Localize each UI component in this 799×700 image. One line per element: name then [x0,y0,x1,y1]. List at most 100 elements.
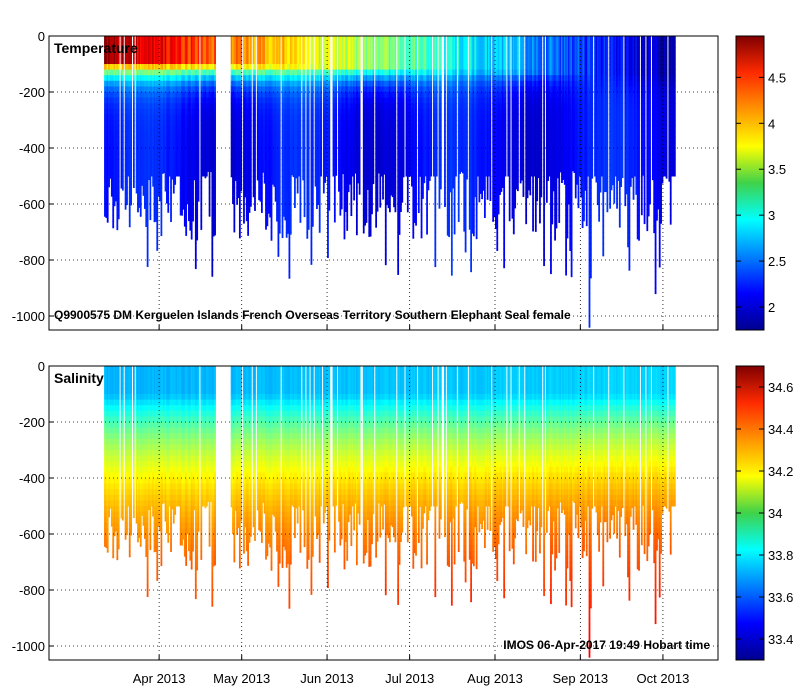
profile-cell [263,108,266,115]
profile-cell [167,58,170,65]
profile-cell [143,125,146,132]
profile-cell [234,164,237,171]
profile-cell [299,103,302,110]
profile-cell [157,164,160,171]
profile-cell [167,92,170,99]
profile-cell [139,204,142,211]
profile-cell [287,103,289,110]
profile-cell [214,80,216,87]
profile-cell [258,58,261,65]
profile-cell [310,254,313,261]
profile-cell [317,136,320,143]
profile-cell [204,86,207,93]
profile-cell [104,47,106,54]
profile-cell [347,170,350,177]
profile-cell [266,69,269,76]
profile-cell [186,148,189,155]
profile-cell [254,108,256,115]
profile-cell [120,41,123,48]
profile-cell [208,215,211,217]
profile-cell [338,136,340,143]
profile-cell [314,176,317,183]
profile-cell [277,220,280,227]
profile-cell [137,198,139,205]
profile-cell [172,153,175,160]
profile-cell [263,136,266,143]
profile-cell [167,198,170,205]
profile-cell [236,108,238,115]
profile-cell [178,170,181,177]
profile-cell [256,108,259,115]
profile-cell [142,47,145,54]
profile-cell [285,131,288,138]
profile-cell [146,232,149,239]
profile-cell [178,153,181,160]
profile-cell [112,198,115,205]
profile-cell [351,170,354,177]
profile-cell [353,103,355,110]
profile-cell [351,164,354,171]
profile-cell [243,136,245,143]
profile-cell [296,47,299,54]
profile-cell [266,164,269,171]
profile-cell [135,86,138,93]
profile-cell [152,52,155,59]
profile-cell [318,187,321,194]
profile-cell [183,148,186,155]
profile-cell [105,41,108,48]
profile-cell [236,92,238,99]
profile-cell [138,192,141,199]
profile-cell [254,36,256,43]
profile-cell [318,125,321,132]
profile-cell [254,120,256,127]
profile-cell [302,41,305,48]
profile-cell [289,142,292,149]
profile-cell [163,120,166,127]
profile-cell [117,159,120,166]
profile-cell [181,159,183,166]
profile-cell [322,103,325,110]
profile-cell [283,142,285,149]
profile-cell [249,170,252,177]
profile-cell [283,52,285,59]
profile-cell [237,148,240,155]
profile-cell [236,159,238,166]
profile-cell [132,181,135,188]
profile-cell [259,153,262,160]
profile-cell [200,131,203,138]
profile-cell [357,108,360,115]
profile-cell [175,164,178,171]
profile-cell [104,198,106,205]
profile-cell [285,69,288,76]
profile-cell [197,198,200,202]
profile-cell [205,52,208,59]
profile-cell [316,153,318,160]
profile-cell [201,159,204,166]
profile-cell [233,36,236,43]
profile-cell [281,220,284,227]
profile-cell [238,64,241,71]
profile-cell [141,86,144,93]
profile-cell [170,187,172,194]
profile-cell [324,69,327,76]
profile-cell [265,114,267,121]
profile-cell [214,164,216,171]
profile-cell [174,142,177,149]
profile-cell [292,58,295,65]
profile-cell [230,47,233,54]
profile-cell [295,52,298,59]
profile-cell [349,170,351,177]
profile-cell [113,142,116,149]
profile-cell [207,58,210,65]
profile-cell [263,170,266,177]
profile-cell [179,159,182,166]
profile-cell [161,114,164,121]
profile-cell [346,209,349,216]
profile-cell [318,47,321,54]
profile-cell [148,103,150,110]
profile-cell [166,47,168,54]
profile-cell [106,164,109,171]
profile-cell [265,52,267,59]
profile-cell [316,114,318,121]
profile-cell [233,187,236,194]
